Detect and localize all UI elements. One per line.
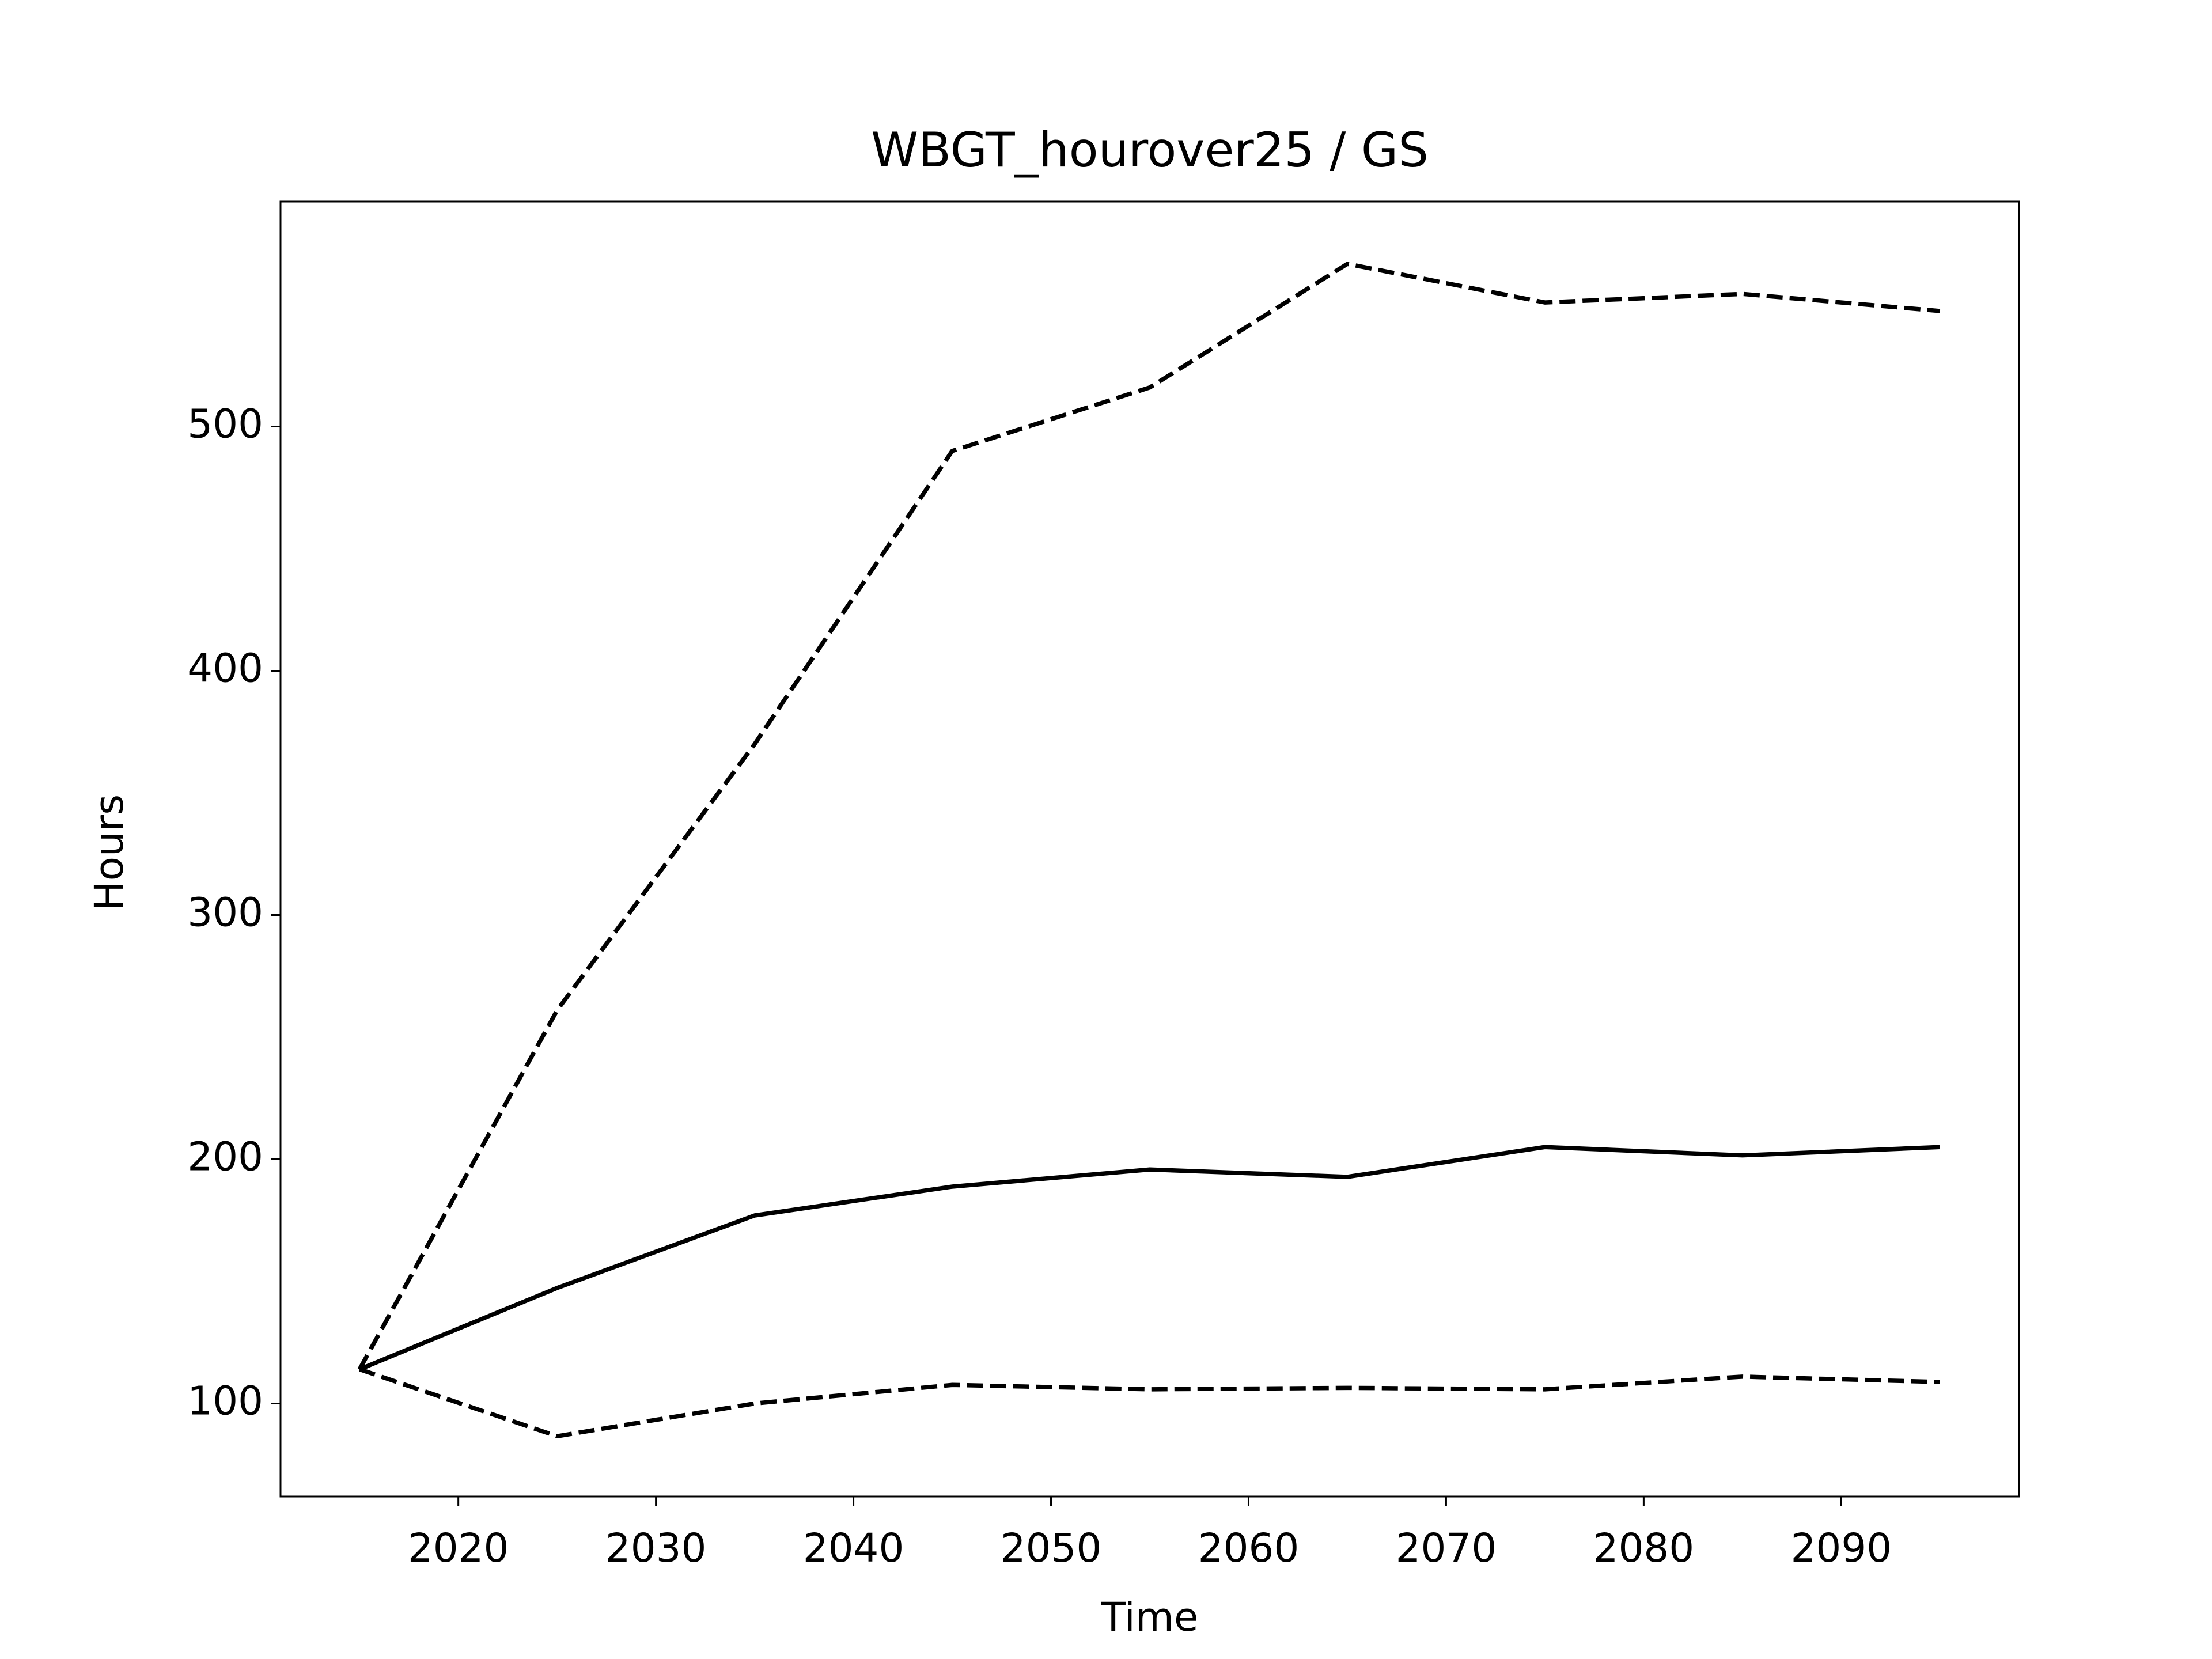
x-tick-label: 2030 (605, 1525, 707, 1571)
x-tick-label: 2020 (408, 1525, 509, 1571)
plot-frame (279, 200, 2020, 1498)
x-tick-label: 2080 (1593, 1525, 1695, 1571)
x-tick-label: 2040 (803, 1525, 904, 1571)
chart-title: WBGT_hourover25 / GS (871, 122, 1429, 178)
y-tick-label: 100 (187, 1378, 263, 1424)
y-tick-label: 400 (187, 646, 263, 692)
y-axis-label: Hours (86, 794, 132, 911)
series-line (358, 1145, 1940, 1372)
y-tick-label: 300 (187, 890, 263, 936)
x-tick-label: 2070 (1396, 1525, 1497, 1571)
x-tick-label: 2060 (1198, 1525, 1300, 1571)
y-tick-label: 200 (187, 1134, 263, 1180)
x-tick-label: 2050 (1001, 1525, 1102, 1571)
x-tick-label: 2090 (1791, 1525, 1892, 1571)
x-axis-label: Time (1101, 1594, 1199, 1641)
y-tick-label: 500 (187, 402, 263, 448)
series-line (357, 262, 1941, 1370)
